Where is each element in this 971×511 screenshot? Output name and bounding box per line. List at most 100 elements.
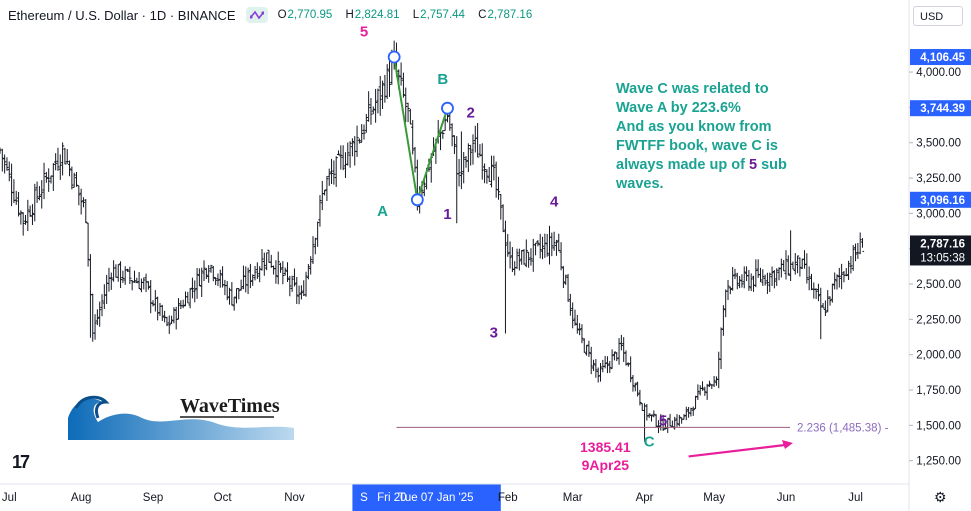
annotation-emphasis: 5 [748, 157, 758, 173]
ohlc-bar [186, 291, 190, 304]
ohlc-bar [47, 168, 51, 192]
ohlc-open-value: 2,770.95 [287, 9, 333, 21]
time-tick-label: Jul [2, 492, 17, 504]
time-tick-label: Tue 07 Jan '25 [398, 492, 473, 504]
ohlc-bar [81, 197, 86, 208]
ohlc-bar [649, 414, 654, 422]
ohlc-bar [638, 389, 642, 406]
ohlc-bar [740, 274, 744, 288]
symbol-title[interactable]: Ethereum / U.S. Dollar · 1D · BINANCE [8, 7, 236, 23]
ohlc-bar [786, 255, 790, 276]
ohlc-bar [851, 245, 855, 271]
last-price-badge [910, 235, 971, 266]
ohlc-bar [712, 375, 716, 388]
ohlc-bar [561, 266, 566, 289]
ohlc-bar [163, 310, 167, 323]
elliott-wave-icon[interactable] [245, 7, 268, 23]
ohlc-bar [527, 251, 531, 268]
wavetimes-logo: WaveTimes [68, 395, 294, 440]
ohlc-bar [350, 138, 355, 157]
ohlc-bar [705, 383, 709, 400]
ohlc-bar [520, 250, 524, 265]
currency-selector[interactable]: USD [913, 6, 963, 26]
ohlc-bar [371, 106, 375, 115]
ohlc-bar [726, 279, 730, 301]
ohlc-bar [51, 163, 55, 191]
ohlc-bar [98, 301, 102, 327]
ohlc-bar [524, 239, 528, 268]
ohlc-bar [295, 277, 299, 304]
ohlc-bar [457, 158, 461, 187]
ohlc-bar [288, 275, 292, 297]
annotation-text: sub [757, 157, 787, 173]
ohlc-bar [594, 358, 598, 378]
ohlc-bar [738, 275, 742, 289]
ohlc-bar [399, 62, 403, 86]
price-marker-badge [910, 49, 971, 66]
abc-anchor-handle[interactable] [441, 101, 454, 115]
ohlc-bar [193, 280, 197, 303]
ohlc-bar [172, 307, 176, 324]
ohlc-bar [54, 153, 58, 171]
ohlc-bar [58, 154, 62, 180]
ohlc-bar [262, 252, 266, 276]
ohlc-bar [821, 303, 825, 309]
ohlc-bar [610, 349, 614, 370]
ohlc-bar [404, 87, 408, 123]
ohlc-bar [844, 267, 848, 277]
ohlc-bar [70, 166, 74, 190]
ohlc-bar [121, 270, 125, 283]
ohlc-bar [529, 248, 533, 266]
ohlc-bar [761, 269, 765, 286]
ohlc-bar [735, 272, 739, 290]
ohlc-bar [376, 88, 380, 114]
abc-anchor-handle[interactable] [387, 50, 401, 64]
price-axis[interactable]: 4,000.003,750.003,500.003,250.003,000.00… [909, 67, 961, 468]
ohlc-bar [559, 242, 563, 271]
ohlc-bar [837, 267, 841, 288]
tradingview-logo[interactable]: 17 [12, 452, 30, 472]
ohlc-bar [703, 386, 707, 396]
ohlc-bar [26, 199, 30, 232]
ohlc-bar [316, 221, 320, 247]
ohlc-bar [580, 324, 584, 344]
low-price-label: 1385.41 9Apr25 [580, 438, 631, 474]
ohlc-bar [387, 59, 392, 97]
ohlc-bar [56, 147, 60, 171]
ohlc-bar [763, 274, 767, 286]
ohlc-bar [575, 314, 579, 334]
ohlc-bar [102, 284, 106, 310]
ohlc-bar [619, 334, 623, 351]
ohlc-bar [160, 304, 164, 321]
time-range-highlight [352, 484, 501, 511]
price-tick-label: 1,750.00 [916, 385, 961, 397]
ohlc-bar [536, 240, 540, 247]
ohlc-bar [784, 250, 788, 280]
ohlc-bar [142, 277, 146, 290]
annotation-line: always made up of 5 sub [616, 156, 816, 175]
price-marker-badge [910, 100, 971, 117]
wave-label: 5 [360, 24, 368, 41]
annotation-line: waves. [616, 176, 664, 192]
ohlc-bar [202, 260, 206, 282]
ohlc-bar [241, 265, 246, 290]
ohlc-bar [571, 302, 575, 329]
ohlc-bar [835, 274, 839, 290]
ohlc-bar [346, 142, 350, 166]
ohlc-bar [218, 269, 222, 288]
ohlc-bar [209, 264, 213, 273]
ohlc-bar [188, 288, 192, 309]
abc-anchor-handle[interactable] [410, 193, 424, 207]
ohlc-bar [675, 414, 679, 427]
ohlc-bar [23, 214, 28, 225]
ohlc-bar [116, 264, 120, 282]
ohlc-bar [819, 287, 823, 340]
ohlc-bar [533, 242, 538, 256]
ohlc-bar [517, 248, 521, 271]
ohlc-bar [176, 298, 181, 320]
gear-icon[interactable]: ⚙ [934, 489, 947, 505]
time-tick-label: S [360, 492, 368, 504]
ohlc-bar [408, 108, 412, 125]
ohlc-bar [63, 147, 67, 165]
